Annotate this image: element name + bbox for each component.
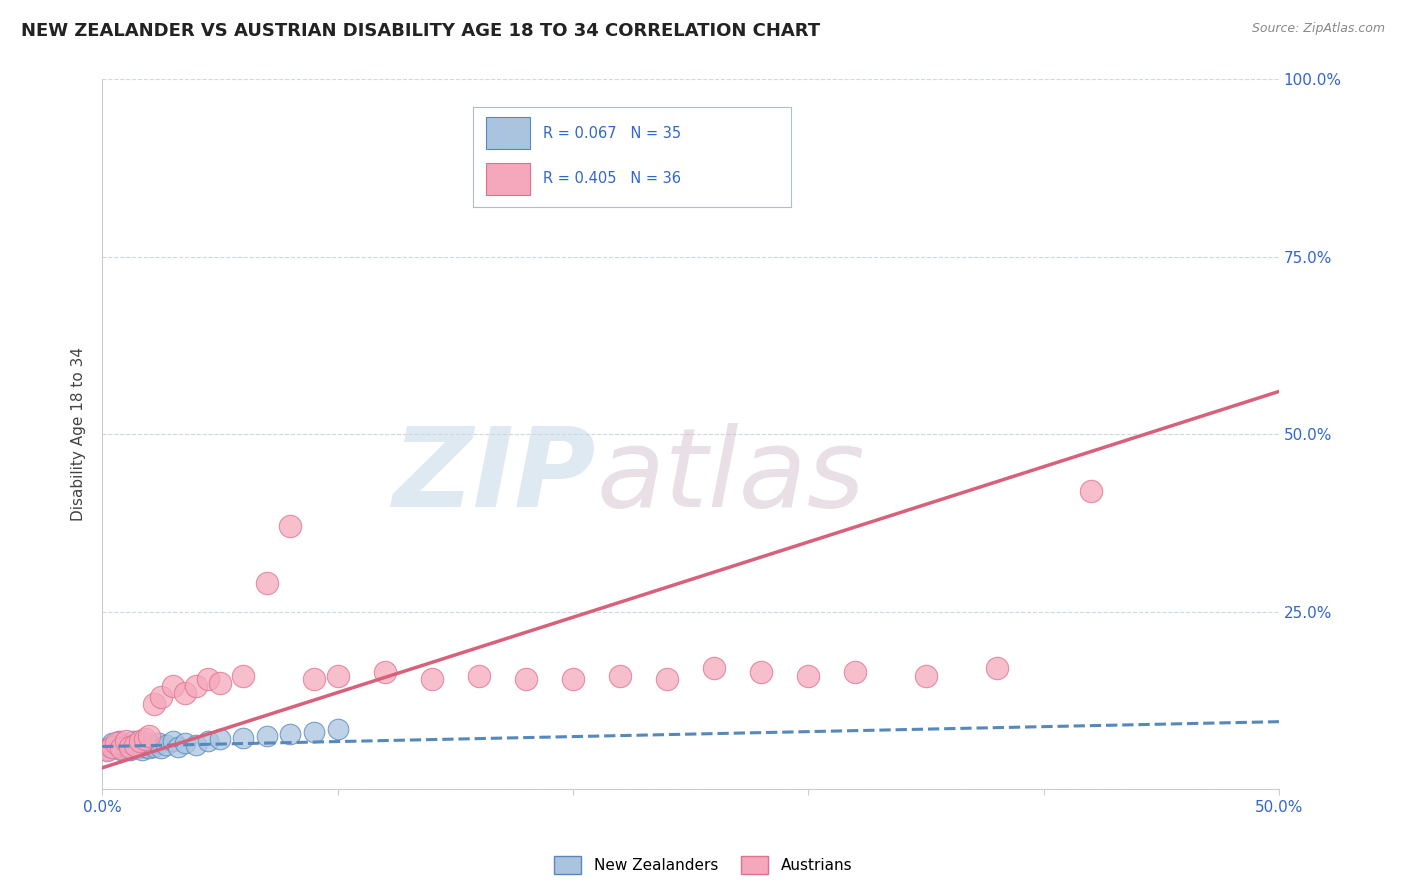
Point bbox=[186, 679, 208, 693]
Point bbox=[105, 738, 128, 752]
Point bbox=[107, 734, 129, 748]
Point bbox=[96, 743, 118, 757]
Point bbox=[138, 729, 160, 743]
Point bbox=[150, 741, 173, 756]
Point bbox=[134, 739, 156, 754]
Point bbox=[232, 731, 254, 745]
Point bbox=[186, 738, 208, 752]
Point bbox=[143, 739, 166, 754]
Point bbox=[749, 665, 772, 679]
Point bbox=[150, 690, 173, 704]
Text: NEW ZEALANDER VS AUSTRIAN DISABILITY AGE 18 TO 34 CORRELATION CHART: NEW ZEALANDER VS AUSTRIAN DISABILITY AGE… bbox=[21, 22, 820, 40]
Point bbox=[326, 722, 349, 736]
Point bbox=[128, 734, 150, 748]
Point bbox=[302, 725, 325, 739]
Point bbox=[173, 686, 195, 700]
Point bbox=[197, 672, 219, 686]
Point bbox=[844, 665, 866, 679]
Point bbox=[173, 736, 195, 750]
Point bbox=[148, 736, 170, 750]
Point bbox=[138, 741, 160, 756]
Point bbox=[110, 741, 132, 756]
Point bbox=[420, 672, 443, 686]
Point bbox=[162, 679, 184, 693]
Point bbox=[162, 734, 184, 748]
Text: ZIP: ZIP bbox=[392, 423, 596, 530]
Point bbox=[110, 743, 132, 757]
Point bbox=[114, 741, 136, 756]
Point bbox=[986, 661, 1008, 675]
Point bbox=[280, 519, 302, 533]
Point bbox=[100, 739, 122, 754]
Point bbox=[280, 727, 302, 741]
Point bbox=[120, 743, 142, 757]
Point bbox=[131, 743, 153, 757]
Y-axis label: Disability Age 18 to 34: Disability Age 18 to 34 bbox=[72, 347, 86, 521]
Point bbox=[166, 739, 188, 754]
Point bbox=[468, 668, 491, 682]
Point bbox=[302, 672, 325, 686]
Point bbox=[141, 738, 163, 752]
Point bbox=[1080, 483, 1102, 498]
Legend: New Zealanders, Austrians: New Zealanders, Austrians bbox=[548, 850, 858, 880]
Point bbox=[124, 738, 146, 752]
Point bbox=[105, 736, 128, 750]
Text: atlas: atlas bbox=[596, 423, 865, 530]
Point bbox=[117, 738, 139, 752]
Point bbox=[197, 734, 219, 748]
Point bbox=[256, 576, 278, 591]
Point bbox=[232, 668, 254, 682]
Point bbox=[143, 697, 166, 711]
Point bbox=[655, 672, 678, 686]
Point bbox=[121, 734, 143, 748]
Point bbox=[208, 675, 231, 690]
Point bbox=[112, 739, 135, 754]
Point bbox=[703, 661, 725, 675]
Point bbox=[120, 739, 142, 754]
Point bbox=[915, 668, 938, 682]
Point bbox=[374, 665, 396, 679]
Point bbox=[114, 734, 136, 748]
Point bbox=[134, 732, 156, 747]
Point bbox=[609, 668, 631, 682]
Point bbox=[96, 743, 118, 757]
Point bbox=[561, 672, 583, 686]
Point bbox=[515, 672, 537, 686]
Point bbox=[155, 738, 177, 752]
Point bbox=[326, 668, 349, 682]
Point bbox=[128, 738, 150, 752]
Text: Source: ZipAtlas.com: Source: ZipAtlas.com bbox=[1251, 22, 1385, 36]
Point bbox=[256, 729, 278, 743]
Point bbox=[127, 741, 149, 756]
Point bbox=[103, 741, 125, 756]
Point bbox=[136, 736, 159, 750]
Point bbox=[124, 739, 146, 754]
Point bbox=[98, 739, 121, 754]
Point bbox=[208, 732, 231, 747]
Point bbox=[797, 668, 820, 682]
Point bbox=[100, 736, 122, 750]
